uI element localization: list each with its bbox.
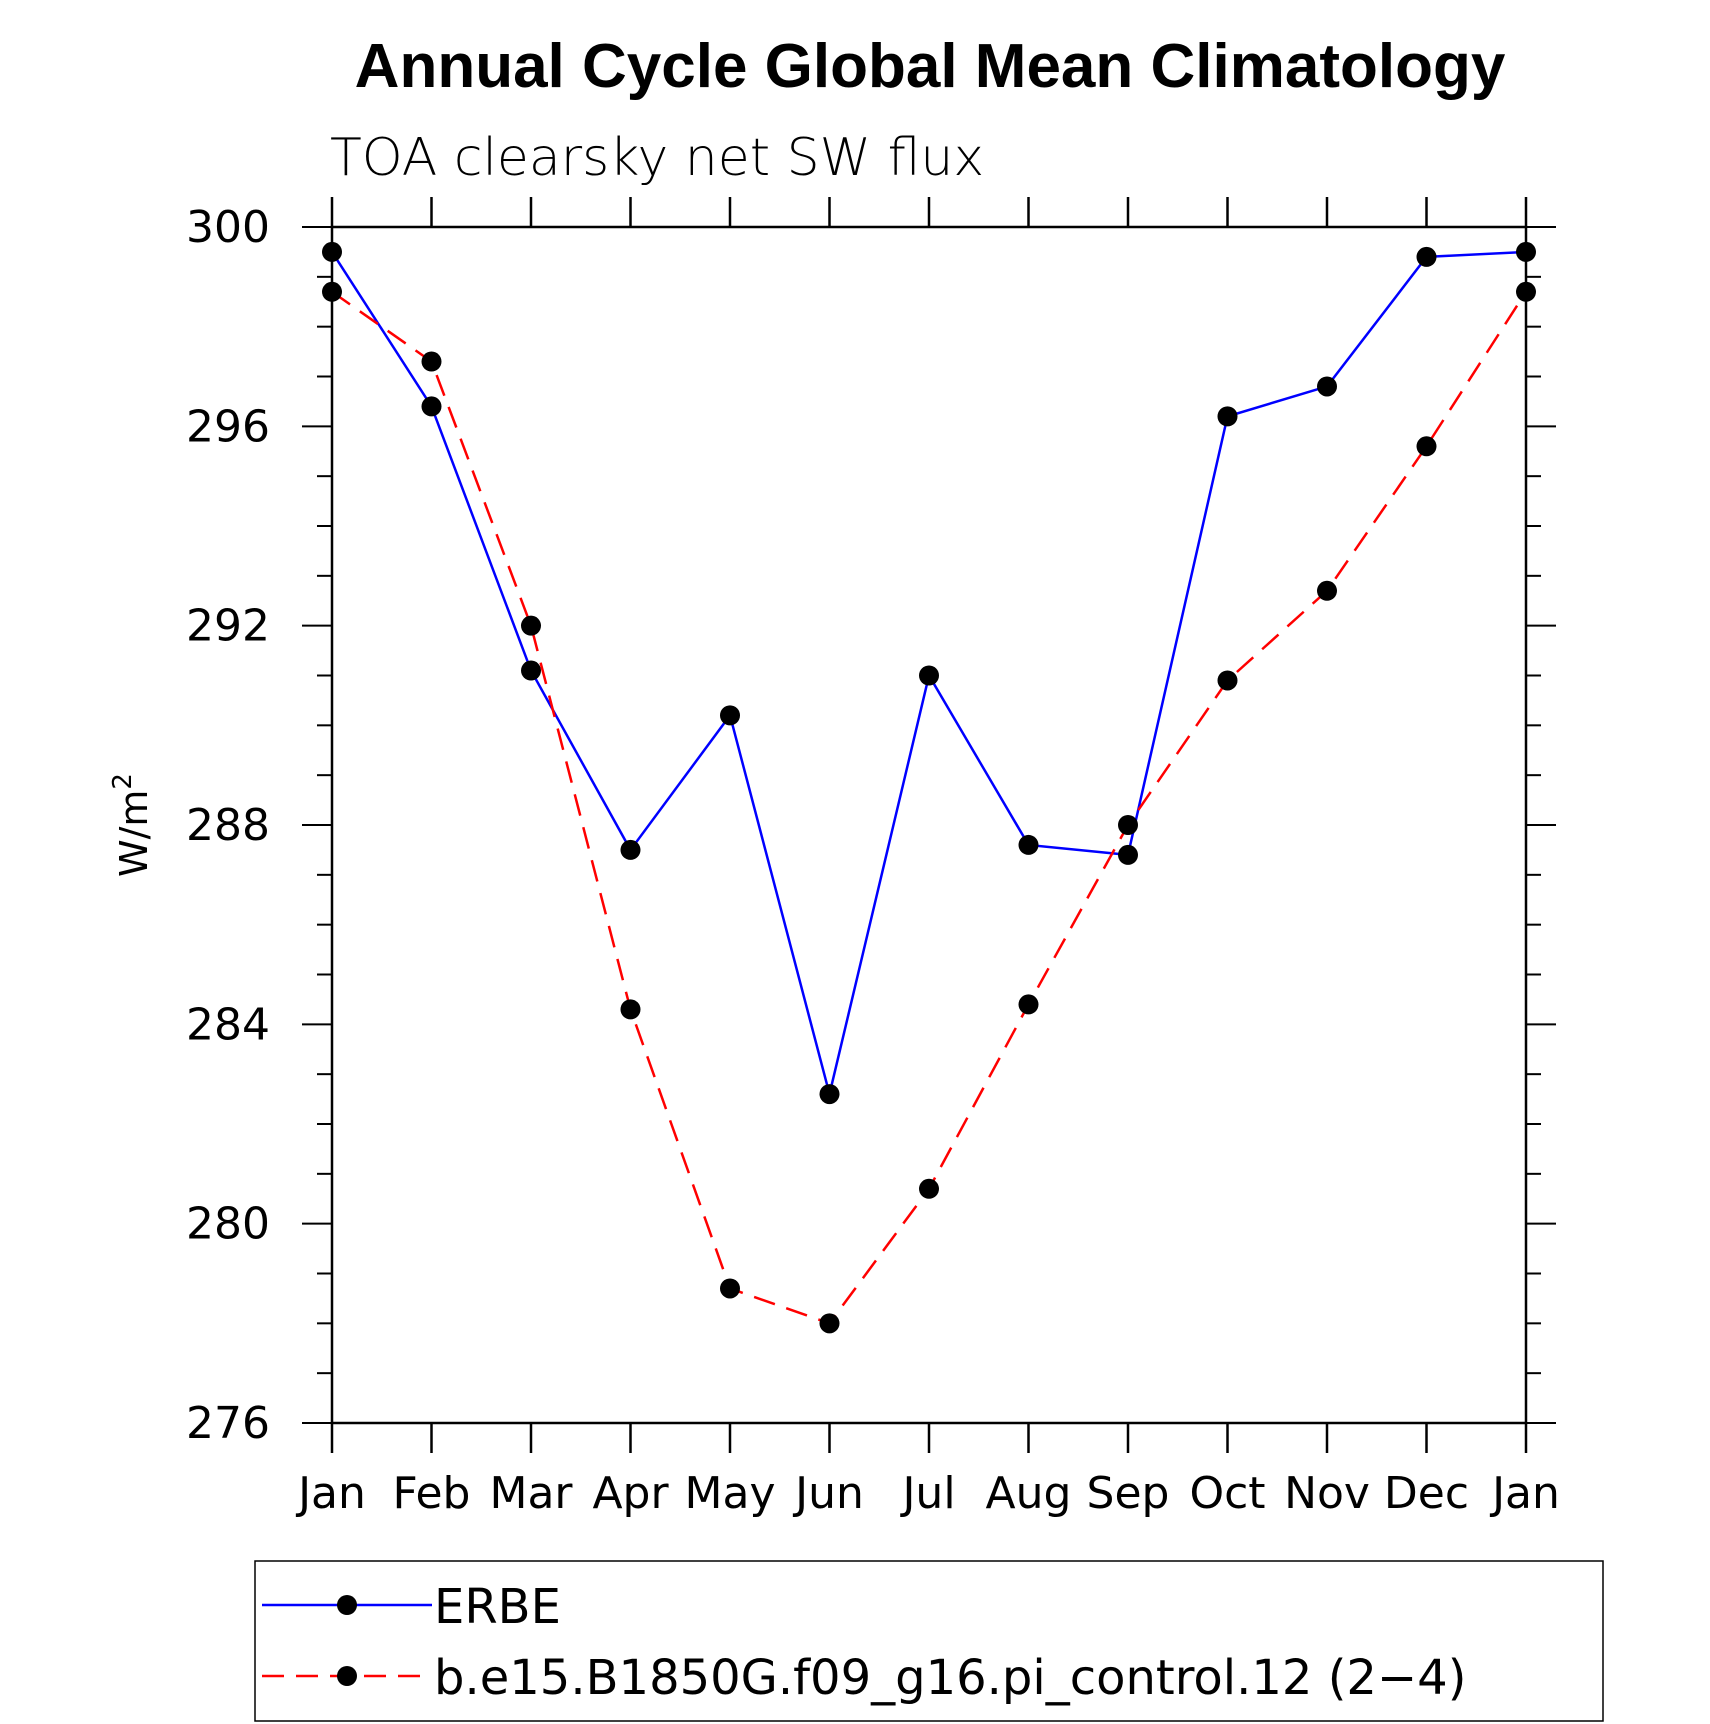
data-point-b-e15-b1850g-f09-g16-pi-control-12-2-4 (1516, 281, 1536, 302)
legend-marker-erbe (337, 1595, 357, 1615)
data-point-erbe (919, 665, 939, 686)
data-point-erbe (1317, 376, 1337, 397)
y-tick-label: 284 (186, 999, 270, 1050)
y-tick-label: 300 (186, 202, 270, 253)
y-axis-label-superscript: 2 (108, 773, 138, 790)
y-tick-label: 280 (186, 1199, 270, 1250)
x-tick-label: Apr (592, 1468, 669, 1519)
y-tick-label: 276 (186, 1398, 270, 1449)
y-axis-labels: 276 280 284 288 292 296 300 (186, 202, 270, 1449)
legend-marker-model (337, 1666, 357, 1686)
x-tick-label: Sep (1087, 1468, 1170, 1519)
data-point-b-e15-b1850g-f09-g16-pi-control-12-2-4 (919, 1178, 939, 1199)
x-tick-label: Jan (1489, 1468, 1560, 1519)
x-axis-labels: Jan Feb Mar Apr May Jun Jul Aug Sep Oct Nov Dec Jan (295, 1468, 1560, 1519)
data-point-erbe (521, 660, 541, 681)
legend-box (254, 1560, 1604, 1722)
legend-item-model: b.e15.B1850G.f09_g16.pi_control.12 (2−4) (262, 1650, 1466, 1706)
x-tick-label: Nov (1284, 1468, 1370, 1519)
y-axis-label-base: W/m (112, 790, 156, 877)
data-point-b-e15-b1850g-f09-g16-pi-control-12-2-4 (421, 351, 442, 372)
x-tick-label: Aug (986, 1468, 1072, 1519)
y-axis-label: W/m2 (108, 773, 156, 877)
data-point-b-e15-b1850g-f09-g16-pi-control-12-2-4 (1217, 670, 1238, 691)
chart-title: Annual Cycle Global Mean Climatology (355, 32, 1506, 101)
data-point-b-e15-b1850g-f09-g16-pi-control-12-2-4 (322, 281, 342, 302)
chart-subtitle: TOA clearsky net SW flux (330, 128, 984, 188)
data-point-erbe (1018, 834, 1039, 855)
data-point-erbe (421, 396, 442, 417)
data-point-b-e15-b1850g-f09-g16-pi-control-12-2-4 (521, 615, 541, 636)
series-line-b-e15-b1850g-f09-g16-pi-control-12-2-4 (331, 290, 1528, 1325)
series-layer (322, 241, 1536, 1334)
y-tick-label: 296 (186, 401, 270, 452)
data-point-b-e15-b1850g-f09-g16-pi-control-12-2-4 (1317, 580, 1337, 601)
legend-label-erbe: ERBE (434, 1579, 561, 1635)
data-point-b-e15-b1850g-f09-g16-pi-control-12-2-4 (620, 999, 641, 1020)
data-point-erbe (1416, 246, 1437, 267)
x-tick-label: Mar (489, 1468, 573, 1519)
data-point-erbe (322, 241, 342, 262)
x-tick-label: Oct (1189, 1468, 1265, 1519)
data-point-erbe (819, 1084, 840, 1105)
data-point-b-e15-b1850g-f09-g16-pi-control-12-2-4 (720, 1278, 740, 1299)
x-tick-label: Feb (393, 1468, 471, 1519)
data-point-b-e15-b1850g-f09-g16-pi-control-12-2-4 (819, 1313, 840, 1334)
data-point-b-e15-b1850g-f09-g16-pi-control-12-2-4 (1118, 815, 1138, 835)
y-tick-label: 292 (186, 601, 270, 652)
x-tick-label: May (685, 1468, 776, 1519)
data-point-erbe (1516, 241, 1536, 262)
y-tick-label: 288 (186, 800, 270, 851)
data-point-erbe (1217, 406, 1238, 427)
data-point-erbe (720, 705, 740, 726)
data-point-b-e15-b1850g-f09-g16-pi-control-12-2-4 (1416, 436, 1437, 457)
data-point-erbe (620, 839, 641, 860)
x-tick-label: Jan (295, 1468, 366, 1519)
x-tick-label: Jul (899, 1468, 955, 1519)
legend-item-erbe: ERBE (262, 1579, 561, 1635)
data-point-b-e15-b1850g-f09-g16-pi-control-12-2-4 (1018, 994, 1039, 1015)
x-tick-label: Jun (792, 1468, 864, 1519)
data-point-erbe (1118, 844, 1138, 865)
legend-label-model: b.e15.B1850G.f09_g16.pi_control.12 (2−4) (434, 1650, 1466, 1706)
axis-ticks (302, 197, 1556, 1453)
x-tick-label: Dec (1384, 1468, 1469, 1519)
plot-frame (330, 225, 1528, 1425)
